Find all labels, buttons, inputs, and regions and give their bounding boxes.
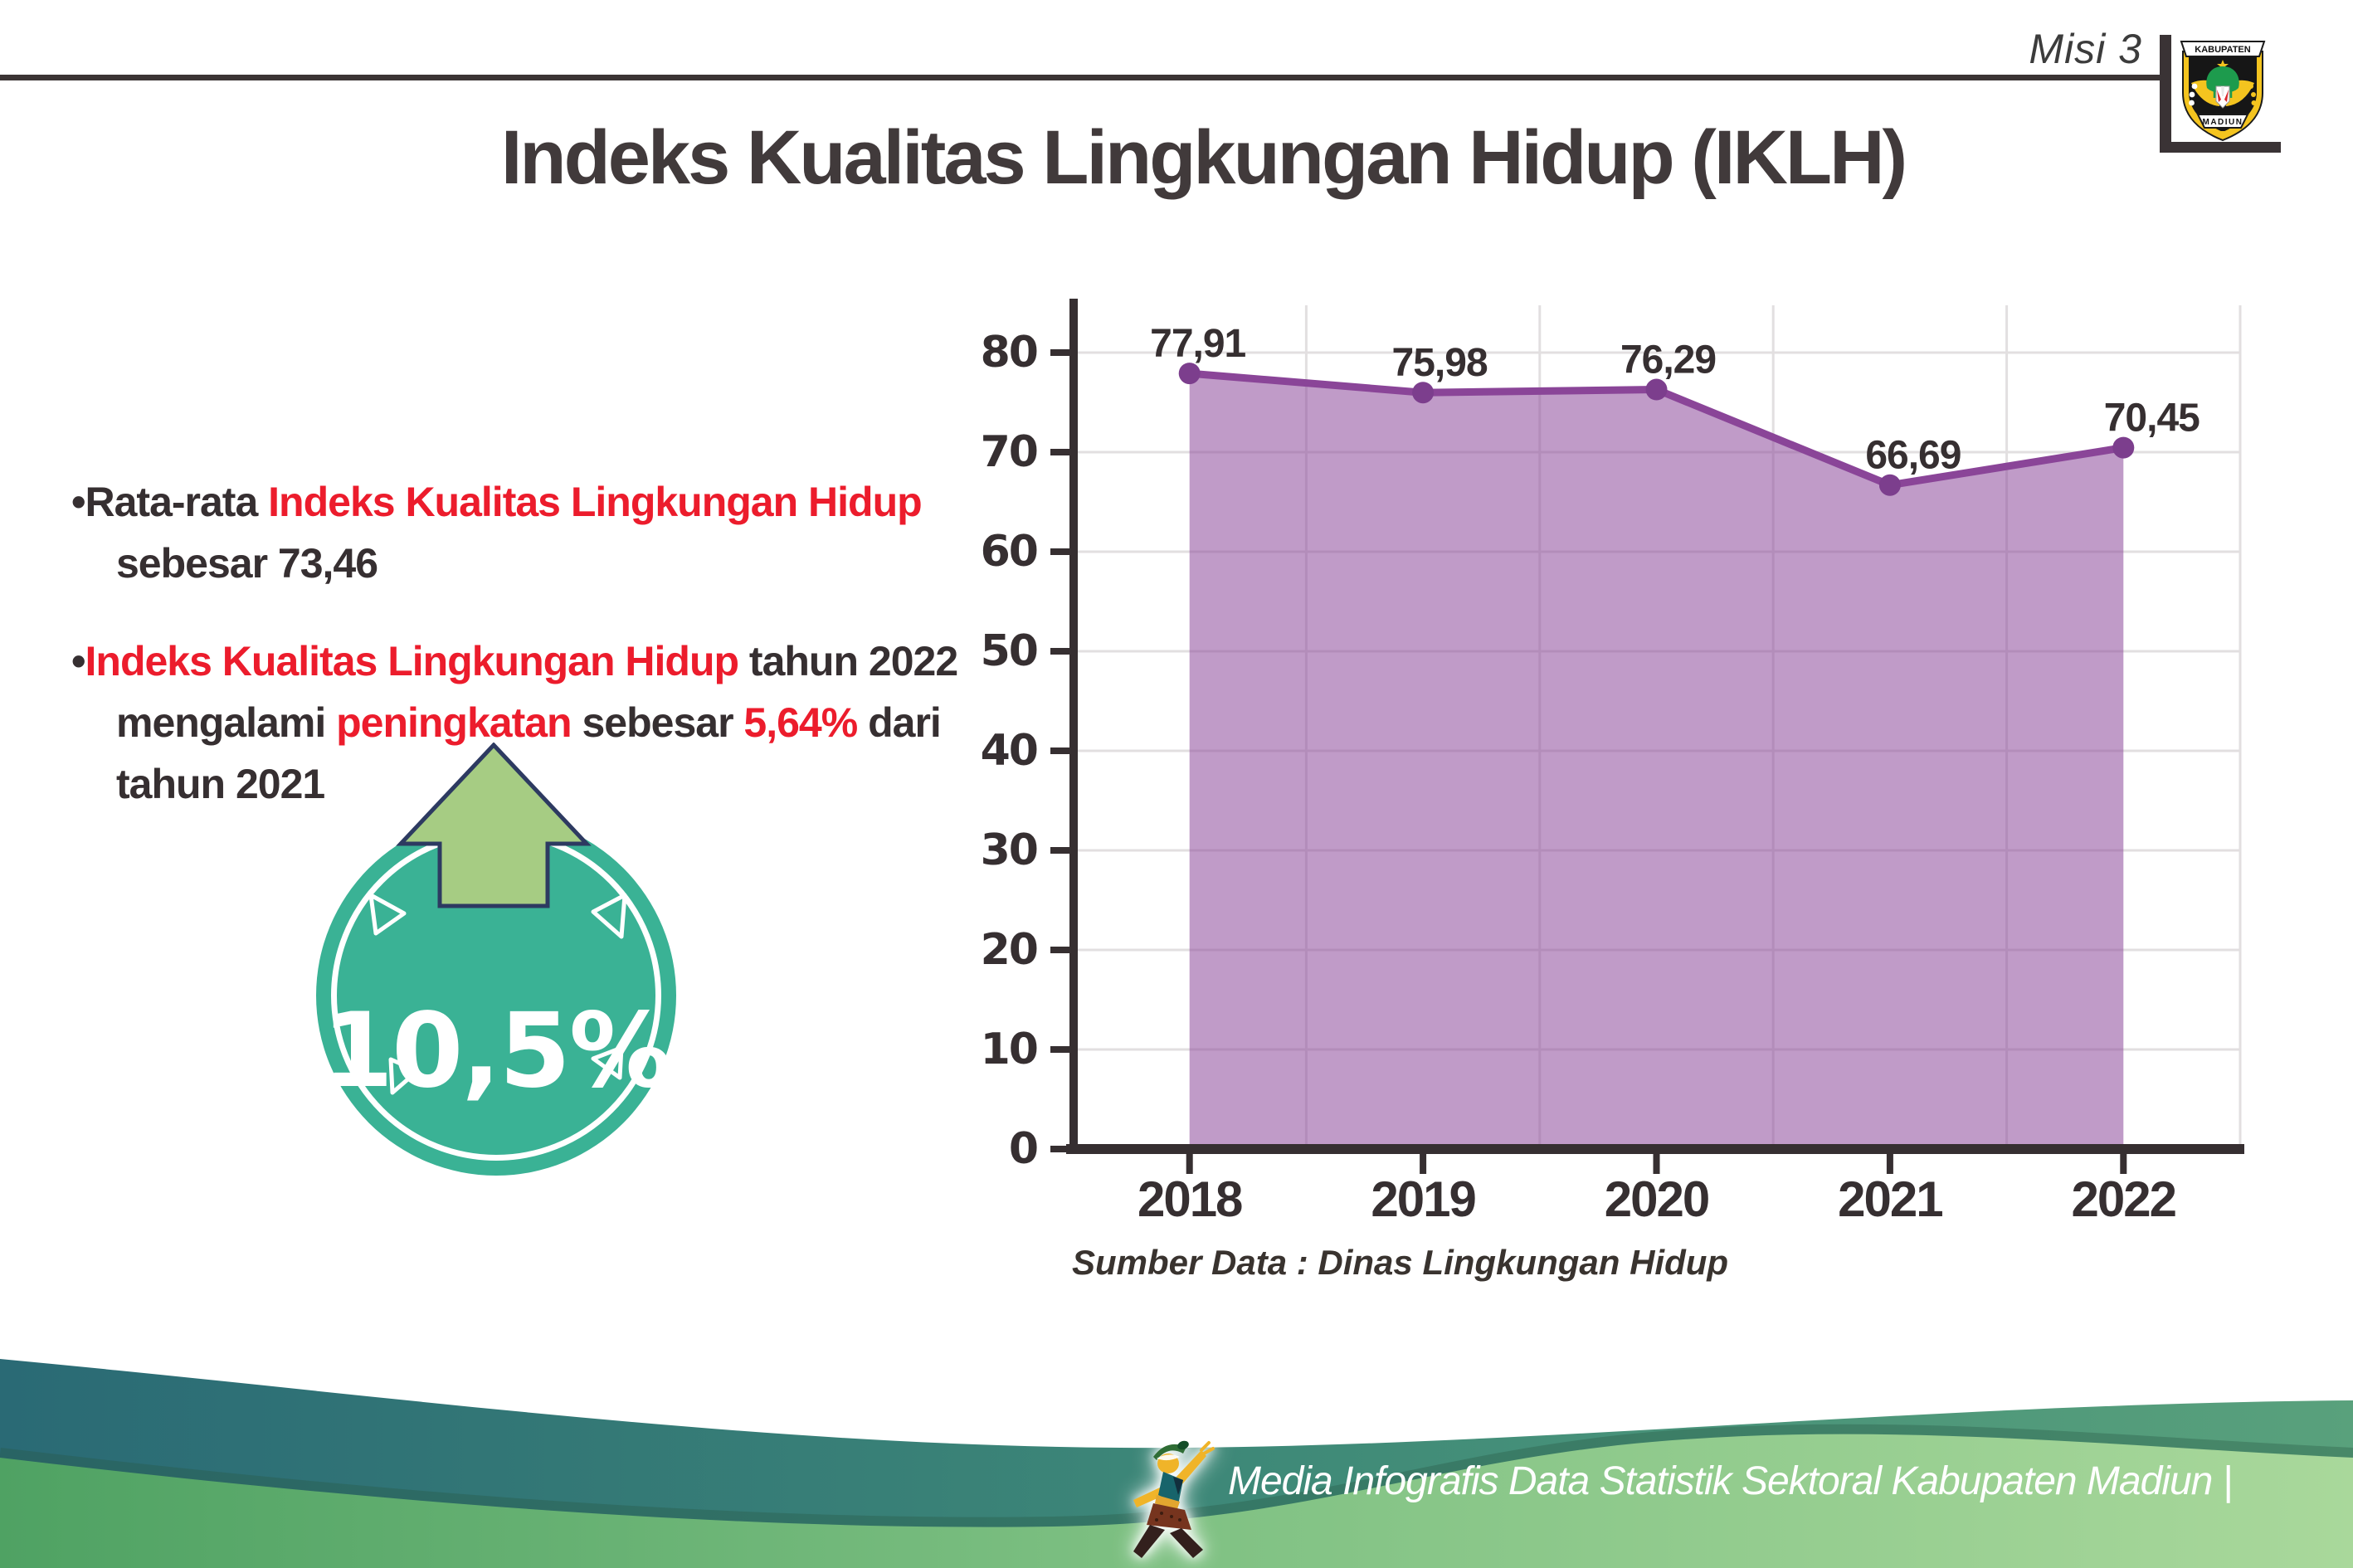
logo-star [2217, 60, 2229, 71]
bullet-marker: • [71, 638, 85, 684]
svg-text:2021: 2021 [1838, 1171, 1942, 1227]
chart-y-tick-labels: 0 10 20 30 40 50 60 70 80 [981, 328, 1070, 1174]
logo-tree [2206, 66, 2239, 93]
insight-line: mengalami peningkatan sebesar 5,64% dari [116, 699, 942, 746]
svg-text:2022: 2022 [2072, 1171, 2175, 1227]
insight-line: tahun 2021 [116, 761, 325, 807]
svg-text:10: 10 [981, 1025, 1037, 1074]
svg-text:2018: 2018 [1138, 1171, 1242, 1227]
svg-text:60: 60 [981, 527, 1037, 577]
footer-green-wave [0, 1434, 2353, 1568]
chart-x-axis [1066, 1144, 2244, 1154]
logo-bracket-vertical [2160, 35, 2171, 153]
logo-red-accent-left [2217, 90, 2221, 102]
svg-text:0: 0 [1009, 1124, 1037, 1174]
chart-y-axis [1069, 299, 1078, 1153]
svg-text:80: 80 [981, 328, 1037, 377]
source-note: Sumber Data : Dinas Lingkungan Hidup [1072, 1243, 1729, 1282]
logo-top-text: KABUPATEN [2195, 45, 2250, 55]
page-title: Indeks Kualitas Lingkungan Hidup (IKLH) [500, 115, 1907, 200]
svg-text:77,91: 77,91 [1150, 322, 1245, 366]
increase-arrow-icon [396, 743, 592, 908]
insight-average: •Rata-rata Indeks Kualitas Lingkungan Hi… [61, 471, 957, 594]
bullet-marker: • [71, 479, 85, 525]
chart-value-labels: 77,91 75,98 76,29 66,69 70,45 [1150, 322, 2200, 478]
logo-bottom-banner [2196, 114, 2249, 129]
svg-text:66,69: 66,69 [1865, 434, 1961, 478]
footer-green-edge-shadow [0, 1424, 2353, 1531]
kabupaten-madiun-logo: KABUPATEN MADIUN [2180, 41, 2266, 141]
badge-triangle-accents [368, 893, 627, 1095]
logo-bottom-text: MADIUN [2203, 118, 2243, 127]
logo-center-shield [2215, 85, 2230, 109]
svg-text:20: 20 [981, 925, 1037, 975]
svg-text:70,45: 70,45 [2104, 397, 2200, 441]
header-rule [0, 75, 2161, 80]
insight-line: sebesar 73,46 [116, 540, 378, 587]
insight-line: •Indeks Kualitas Lingkungan Hidup tahun … [71, 638, 958, 684]
badge-value: 10,5% [321, 991, 672, 1111]
dancer-mascot-icon [1133, 1440, 1215, 1558]
chart-markers [1178, 363, 2135, 496]
svg-text:2020: 2020 [1605, 1171, 1708, 1227]
logo-red-accent-right [2224, 90, 2229, 102]
insight-list: •Rata-rata Indeks Kualitas Lingkungan Hi… [61, 471, 958, 851]
svg-text:75,98: 75,98 [1392, 341, 1488, 385]
insight-line: •Rata-rata Indeks Kualitas Lingkungan Hi… [71, 479, 923, 525]
logo-top-banner [2180, 41, 2266, 57]
svg-text:70: 70 [981, 427, 1037, 477]
svg-text:40: 40 [981, 726, 1037, 776]
logo-bracket-horizontal [2160, 142, 2281, 153]
svg-text:2019: 2019 [1371, 1171, 1475, 1227]
insight-increase: •Indeks Kualitas Lingkungan Hidup tahun … [61, 631, 958, 815]
svg-text:76,29: 76,29 [1620, 338, 1716, 382]
footer-credit: Media Infografis Data Statistik Sektoral… [1228, 1459, 2233, 1503]
misi-label: Misi 3 [2029, 26, 2142, 72]
svg-text:50: 50 [981, 626, 1037, 676]
chart-area-fill [1189, 373, 2124, 1150]
chart-x-tick-labels: 2018 2019 2020 2021 2022 [1138, 1154, 2177, 1227]
svg-text:30: 30 [981, 825, 1037, 875]
